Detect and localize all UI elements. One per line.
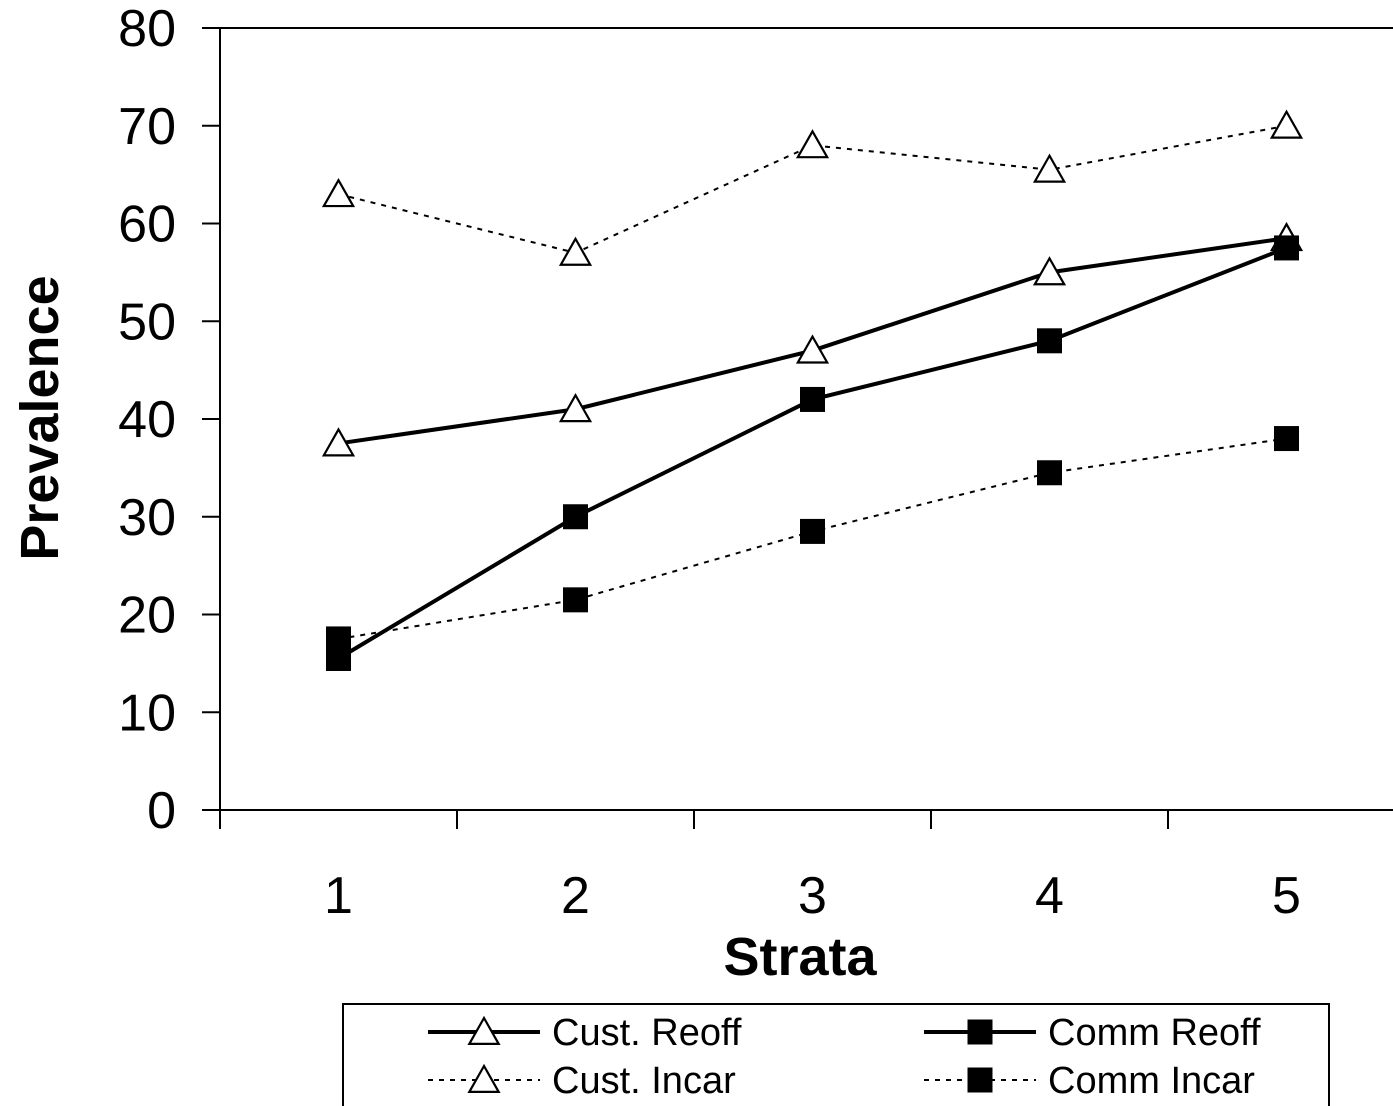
data-point [1037,460,1062,486]
series-layer [321,109,1304,671]
legend-label: Comm Incar [1048,1060,1255,1102]
series-comm-incar [326,426,1299,652]
legend-label: Comm Reoff [1048,1012,1261,1054]
data-point [321,427,356,457]
x-axis-title: Strata [723,927,877,987]
data-point [800,386,825,412]
axes: 0 10 20 30 40 50 60 70 80 1 2 3 4 5 [118,0,1393,925]
data-point [1274,426,1299,452]
legend-box [342,1003,1330,1106]
y-tick-label: 60 [118,196,176,254]
y-tick-label: 10 [118,684,176,742]
legend-swatch-marker [467,1015,501,1046]
y-tick-label: 50 [118,293,176,351]
legend-item: Cust. Incar [428,1060,736,1102]
legend-item: Comm Reoff [924,1012,1261,1054]
x-ticks: 1 2 3 4 5 [219,810,1301,925]
series-line [337,246,1288,661]
legend-items: Cust. Reoff Comm Reoff Cust. Incar Comm Inc… [428,1012,1261,1102]
x-tick-label: 1 [324,867,353,925]
legend-label: Cust. Incar [552,1060,736,1102]
data-point [563,587,588,613]
y-tick-label: 30 [118,489,176,547]
data-point [1269,109,1304,139]
legend-swatch-marker [467,1063,501,1094]
data-point [326,626,351,652]
legend-label: Cust. Reoff [552,1012,742,1054]
data-point [558,392,593,423]
legend-swatch-marker [967,1067,993,1093]
legend-item: Cust. Reoff [428,1012,742,1054]
chart-title: Strata [680,0,834,10]
y-ticks: 0 10 20 30 40 50 60 70 80 [118,0,220,840]
data-point [795,129,830,159]
data-point [563,504,588,530]
data-point [1032,153,1067,183]
x-tick-label: 3 [798,867,827,925]
y-tick-label: 0 [147,782,176,840]
legend-item: Comm Incar [924,1060,1255,1102]
data-point [558,236,593,266]
data-point [1274,235,1299,261]
y-axis-title: Prevalence [10,275,70,560]
data-point [1032,256,1067,286]
data-point [321,177,356,208]
y-tick-label: 40 [118,391,176,449]
series-comm-reoff [326,235,1299,671]
legend: Cust. Reoff Comm Reoff Cust. Incar Comm Inc… [342,1003,1330,1106]
y-tick-label: 80 [118,0,176,58]
x-tick-label: 5 [1272,867,1301,925]
data-point [1037,328,1062,354]
data-point [800,518,825,544]
series-cust-reoff [321,221,1304,457]
x-tick-label: 2 [561,867,590,925]
y-tick-label: 20 [118,587,176,645]
x-tick-label: 4 [1035,867,1064,925]
legend-swatch-marker [967,1019,993,1045]
data-point [795,334,830,364]
y-tick-label: 70 [118,98,176,156]
series-cust-incar [321,109,1304,266]
